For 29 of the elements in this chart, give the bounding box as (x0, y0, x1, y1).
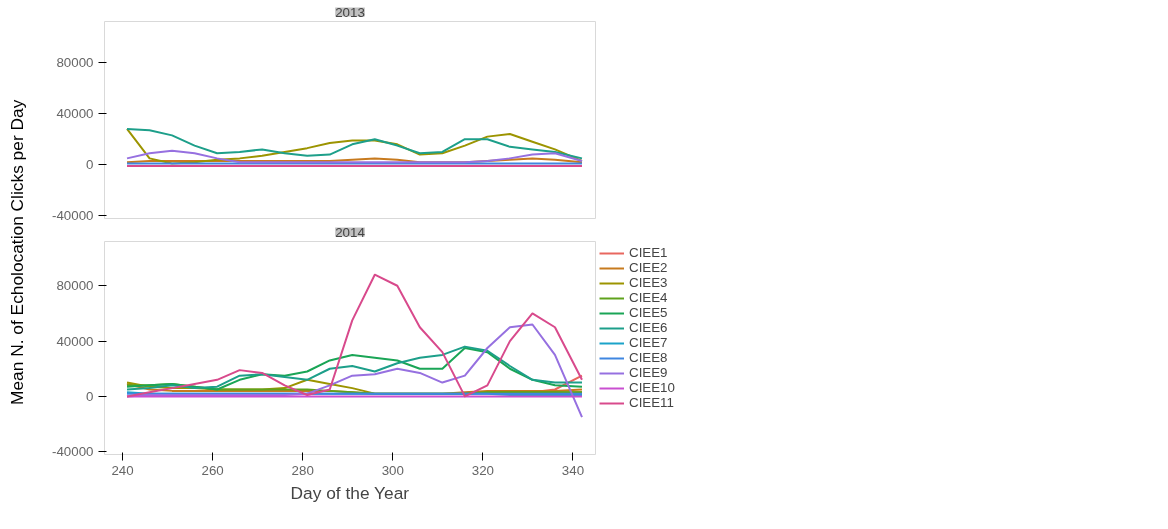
legend-label: CIEE5 (629, 305, 668, 320)
legend-label: CIEE7 (629, 335, 668, 350)
y-tick-label: 0 (86, 388, 94, 404)
x-tick-label: 320 (471, 462, 495, 478)
x-tick-label: 260 (201, 462, 224, 478)
legend-label: CIEE10 (629, 380, 675, 395)
legend-label: CIEE2 (629, 260, 668, 275)
legend-label: CIEE3 (629, 275, 668, 290)
legend-label: CIEE1 (629, 245, 668, 260)
x-tick-label: 240 (111, 462, 134, 478)
legend-label: CIEE11 (629, 395, 674, 410)
chart-title: 2014 (335, 224, 366, 240)
y-axis-title: Mean N. of Echolocation Clicks per Day (6, 99, 28, 405)
chart-title: 2013 (335, 4, 365, 20)
y-tick-label: 40000 (56, 333, 94, 349)
y-tick-label: 0 (86, 157, 94, 173)
legend-label: CIEE9 (629, 365, 668, 380)
y-tick-label: 40000 (56, 106, 94, 122)
x-tick-label: 340 (561, 462, 585, 478)
x-tick-label: 280 (291, 462, 314, 478)
legend-label: CIEE4 (629, 290, 668, 305)
x-axis-title: Day of the Year (290, 482, 410, 503)
legend-label: CIEE8 (629, 350, 668, 365)
y-tick-label: -40000 (52, 444, 94, 460)
y-tick-label: -40000 (52, 208, 94, 224)
legend-label: CIEE6 (629, 320, 668, 335)
y-tick-label: 80000 (56, 54, 94, 70)
x-tick-label: 300 (381, 462, 404, 478)
y-tick-label: 80000 (56, 278, 94, 294)
